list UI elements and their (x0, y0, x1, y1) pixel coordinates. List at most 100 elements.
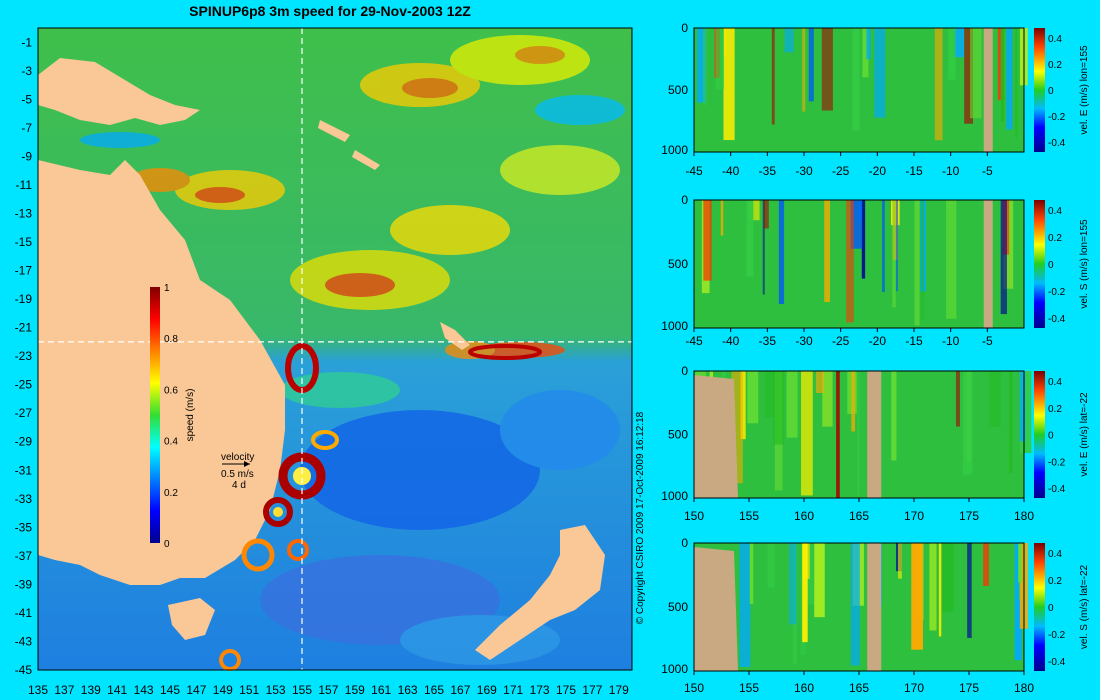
section-panel-1: -45 -40 -35 -30 -25 -20 -15 -10 -5 0 500 1000 0.4 0.2… (661, 21, 1090, 178)
section-streak (763, 200, 769, 229)
section-streak (983, 543, 990, 586)
section-streak (815, 371, 825, 394)
section-streak (789, 543, 797, 625)
section-streak (1000, 200, 1007, 315)
section-streak (920, 200, 925, 321)
section-streak (748, 200, 760, 221)
section-streak (731, 371, 743, 484)
section-y-tick: 1000 (661, 662, 688, 676)
section-frame (693, 199, 1025, 329)
section-streak (1019, 371, 1026, 442)
section-land-mask (867, 371, 882, 498)
section-streak (862, 28, 869, 78)
section-streak (778, 200, 785, 305)
map-x-tick: 161 (371, 683, 391, 697)
new-caledonia-land (440, 322, 470, 350)
section-colorbar (1034, 543, 1045, 671)
section-streak (749, 543, 754, 605)
map-y-tick: -13 (15, 206, 33, 220)
section-x-tick: 150 (684, 509, 704, 523)
section-streak (1018, 543, 1023, 583)
map-y-tick: -3 (21, 64, 32, 78)
section-y-tick: 0 (681, 193, 688, 207)
map-x-tick: 171 (503, 683, 523, 697)
section-colorbar-tick: 0.2 (1048, 576, 1062, 587)
section-streak (955, 371, 960, 427)
map-y-tick: -15 (15, 235, 33, 249)
section-colorbar-tick: -0.2 (1048, 287, 1066, 298)
section-colorbar-tick: 0.4 (1048, 377, 1062, 388)
section-x-tick: 180 (1014, 509, 1034, 523)
section-x-tick: -25 (832, 164, 850, 178)
section-streak (1014, 543, 1022, 661)
map-y-tick: -19 (15, 292, 33, 306)
section-panels: -45 -40 -35 -30 -25 -20 -15 -10 -5 0 500 1000 0.4 0.2… (661, 21, 1090, 695)
speed-colorbar-tick: 0.6 (164, 385, 178, 396)
section-colorbar-tick: -0.2 (1048, 112, 1066, 123)
section-streak (964, 28, 974, 124)
section-streak (697, 28, 707, 103)
section-streak (786, 371, 798, 438)
map-x-tick: 151 (239, 683, 259, 697)
map-y-tick: -23 (15, 349, 33, 363)
section-colorbar-tick: -0.4 (1048, 657, 1066, 668)
section-y-tick: 500 (668, 257, 688, 271)
map-x-tick: 145 (160, 683, 180, 697)
section-y-tick: 500 (668, 83, 688, 97)
section-colorbar-label: vel. S (m/s) lat=-22 (1079, 564, 1090, 649)
section-x-tick: 180 (1014, 681, 1034, 695)
map-title: SPINUP6p8 3m speed for 29-Nov-2003 12Z (189, 3, 471, 19)
section-y-tick: 1000 (661, 143, 688, 157)
map-y-tick: -7 (21, 121, 32, 135)
map-y-tick: -35 (15, 520, 33, 534)
section-colorbar-tick: 0 (1048, 260, 1054, 271)
map-x-tick: 143 (134, 683, 154, 697)
section-colorbar-label: vel. E (m/s) lat=-22 (1079, 392, 1090, 477)
section-streak (740, 371, 746, 440)
section-streak (874, 28, 886, 118)
velocity-key-arrowhead (244, 461, 250, 467)
map-x-tick: 179 (609, 683, 629, 697)
section-panel-3: 150 155 160 165 170 175 180 0 500 1000 0.4 0.2 0 -0.2… (661, 364, 1090, 523)
section-x-tick: 160 (794, 681, 814, 695)
section-streak (720, 200, 724, 236)
section-colorbar-tick: -0.4 (1048, 314, 1066, 325)
section-frame (693, 27, 1025, 153)
section-streak (948, 28, 956, 80)
section-x-tick: -10 (942, 164, 960, 178)
map-x-tick: 175 (556, 683, 576, 697)
section-streak (929, 543, 937, 631)
section-panel-2: -45 -40 -35 -30 -25 -20 -15 -10 -5 0 500 1000 0.4 0.2… (661, 193, 1090, 348)
section-colorbar-tick: -0.2 (1048, 630, 1066, 641)
section-streak (914, 200, 920, 326)
section-streak (702, 28, 707, 106)
section-streak (861, 200, 866, 279)
section-x-tick: -15 (905, 334, 923, 348)
section-streak (911, 543, 923, 650)
section-streak (802, 543, 808, 643)
section-x-tick: 160 (794, 509, 814, 523)
section-streak (824, 200, 830, 302)
section-streak (739, 543, 751, 667)
current-texture (80, 35, 625, 665)
map-x-tick: 149 (213, 683, 233, 697)
new-guinea-land (38, 58, 200, 125)
map-x-tick: 135 (28, 683, 48, 697)
section-streak (723, 28, 735, 141)
section-x-tick: 155 (739, 509, 759, 523)
section-land-mask (867, 543, 882, 671)
section-streak (802, 28, 806, 112)
section-x-tick: -10 (942, 334, 960, 348)
section-streak (762, 200, 765, 295)
map-frame (37, 27, 633, 671)
section-streak (814, 543, 825, 618)
section-streak (1020, 371, 1032, 454)
section-land-mask (983, 28, 993, 152)
section-colorbar (1034, 28, 1045, 152)
section-colorbar-label: vel. E (m/s) lon=155 (1079, 45, 1090, 135)
section-colorbar-tick: 0.2 (1048, 404, 1062, 415)
section-colorbar-tick: 0.2 (1048, 60, 1062, 71)
section-x-tick: -20 (869, 334, 887, 348)
section-land-mask (983, 200, 993, 328)
map-y-tick: -11 (16, 178, 33, 192)
